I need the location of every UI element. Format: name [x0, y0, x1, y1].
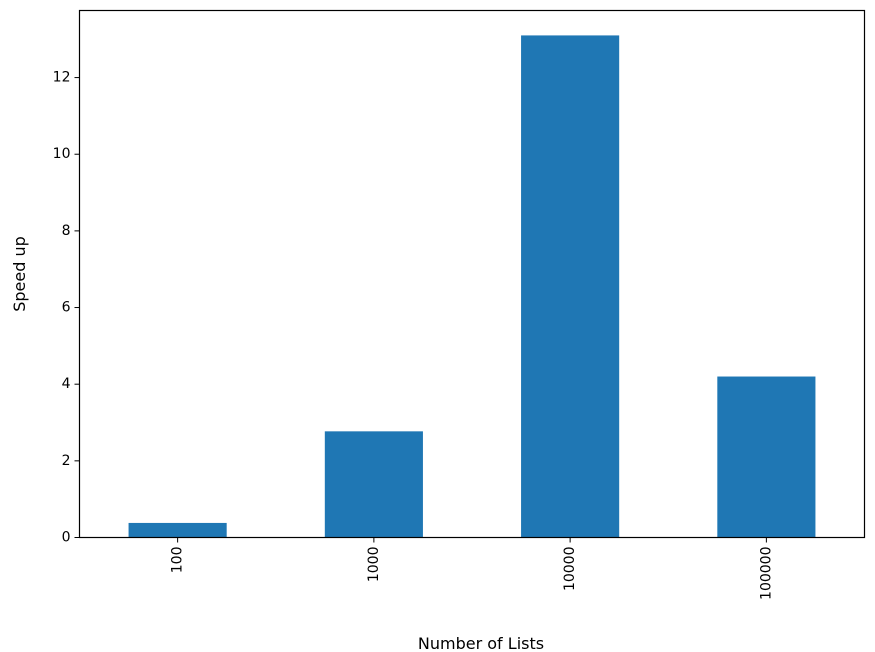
y-axis-label: Speed up [10, 236, 29, 312]
y-tick-label: 2 [62, 453, 71, 469]
bar-1000 [324, 431, 423, 538]
y-tick-label: 8 [62, 223, 71, 239]
bar-100000 [717, 376, 816, 538]
bar-100 [128, 522, 227, 538]
x-tick-label: 100000 [758, 547, 774, 600]
x-tick-label: 10000 [562, 547, 578, 592]
y-tick-label: 0 [62, 530, 71, 546]
x-tick-label: 100 [170, 547, 186, 574]
x-tick-label: 1000 [366, 547, 382, 583]
bar-10000 [521, 35, 620, 538]
y-tick-label: 10 [53, 146, 71, 162]
y-ticks: 0 2 4 6 8 10 12 [53, 70, 80, 546]
x-axis-label: Number of Lists [418, 634, 544, 652]
bars-group [128, 35, 816, 538]
y-tick-label: 4 [62, 376, 71, 392]
y-tick-label: 6 [62, 300, 71, 316]
y-tick-label: 12 [53, 70, 71, 86]
x-ticks: 100 1000 10000 100000 [170, 537, 774, 600]
plot-frame [78, 9, 866, 539]
